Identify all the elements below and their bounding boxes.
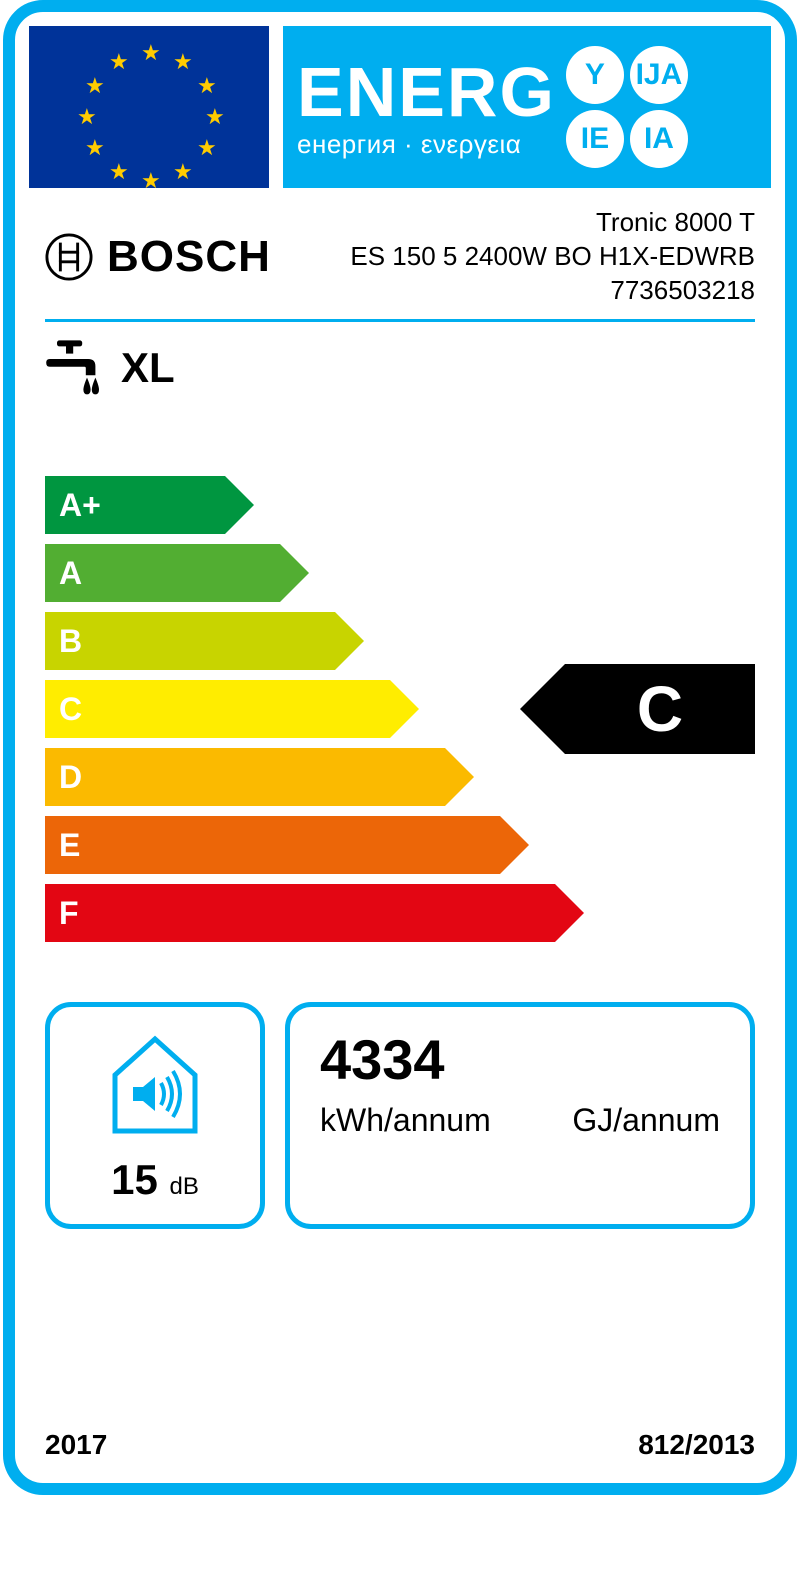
lang-circle: IA [630,110,688,168]
efficiency-bar-d: D [45,748,445,806]
tap-row: XL [15,322,785,406]
consumption-unit2: GJ/annum [572,1102,720,1139]
product-line1: Tronic 8000 T [350,206,755,240]
efficiency-bar-e: E [45,816,500,874]
efficiency-bar-a: A [45,544,280,602]
bosch-logo-icon [45,233,93,281]
lang-circle: Y [566,46,624,104]
noise-value: 15 [111,1156,158,1203]
bar-row: A+ [45,476,755,534]
product-row: BOSCH Tronic 8000 T ES 150 5 2400W BO H1… [15,188,785,319]
lang-circle: IJA [630,46,688,104]
product-line2: ES 150 5 2400W BO H1X-EDWRB [350,240,755,274]
energ-box: ENERG енергия · ενεργεια Y IJA IE IA [283,26,771,188]
brand-name: BOSCH [107,232,271,282]
lang-circle: IE [566,110,624,168]
footer-year: 2017 [45,1429,107,1461]
noise-icon [95,1027,215,1137]
energ-title: ENERG [297,57,556,127]
noise-box: 15 dB [45,1002,265,1229]
brand: BOSCH [45,232,271,282]
efficiency-scale: A+ABCDEFC [15,406,785,982]
bar-row: D [45,748,755,806]
footer-regulation: 812/2013 [638,1429,755,1461]
info-boxes: 15 dB 4334 kWh/annum GJ/annum [15,982,785,1249]
noise-unit: dB [170,1173,199,1200]
product-line3: 7736503218 [350,274,755,308]
bar-row: F [45,884,755,942]
header: ★ ★ ★ ★ ★ ★ ★ ★ ★ ★ ★ ★ ENERG енергия · … [15,12,785,188]
energ-text: ENERG енергия · ενεργεια [297,57,556,157]
efficiency-bar-aplus: A+ [45,476,225,534]
consumption-value: 4334 [320,1027,730,1092]
efficiency-bar-f: F [45,884,555,942]
bar-row: B [45,612,755,670]
noise-value-row: 15 dB [70,1156,240,1204]
footer: 2017 812/2013 [15,1249,785,1483]
rating-arrow: C [565,664,755,754]
consumption-unit1: kWh/annum [320,1102,491,1139]
eu-flag: ★ ★ ★ ★ ★ ★ ★ ★ ★ ★ ★ ★ [29,26,269,188]
product-text: Tronic 8000 T ES 150 5 2400W BO H1X-EDWR… [350,206,755,307]
energ-subtitle: енергия · ενεργεια [297,131,556,157]
consumption-box: 4334 kWh/annum GJ/annum [285,1002,755,1229]
tap-icon [45,338,105,398]
energy-label: ★ ★ ★ ★ ★ ★ ★ ★ ★ ★ ★ ★ ENERG енергия · … [3,0,797,1495]
efficiency-bar-b: B [45,612,335,670]
bar-row: E [45,816,755,874]
bar-row: A [45,544,755,602]
lang-circles: Y IJA IE IA [566,46,688,168]
tap-size: XL [121,344,175,392]
efficiency-bar-c: C [45,680,390,738]
consumption-units: kWh/annum GJ/annum [310,1102,730,1139]
